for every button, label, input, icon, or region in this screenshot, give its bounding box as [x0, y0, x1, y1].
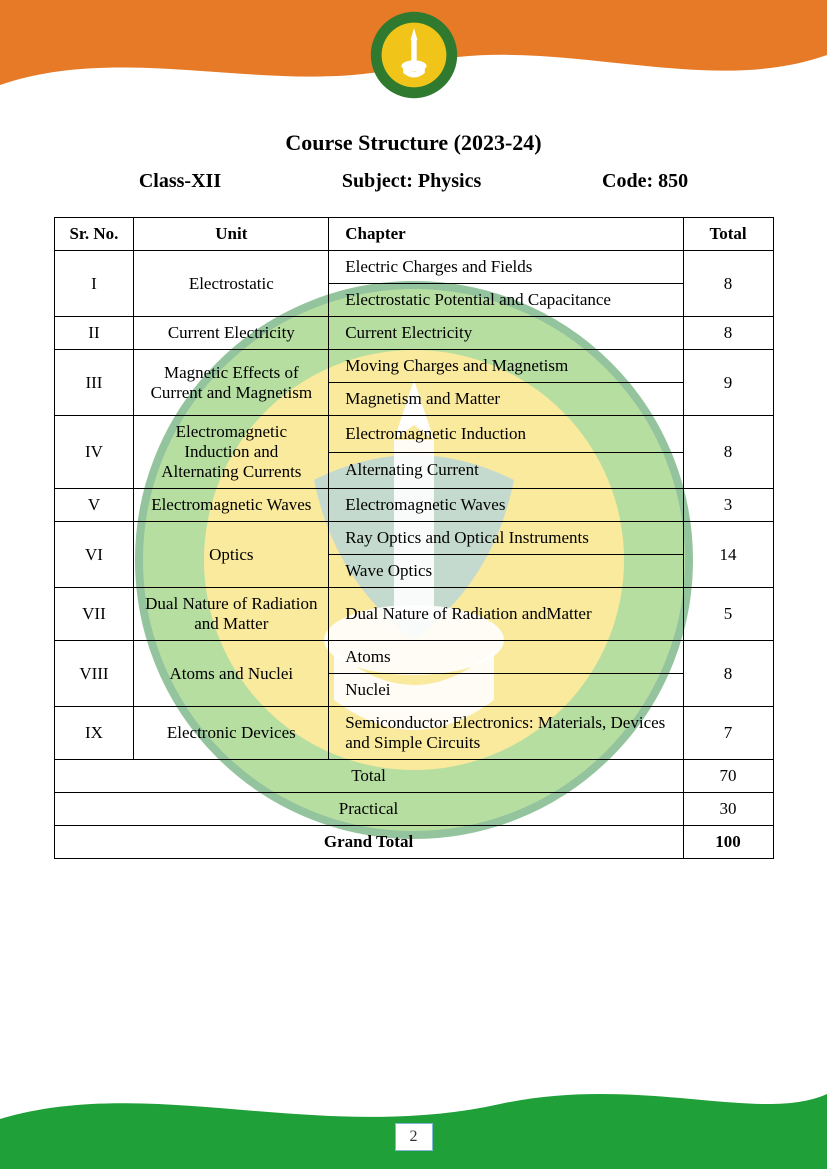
cell-unit: Current Electricity	[134, 317, 329, 350]
cell-chapter: Semiconductor Electronics: Materials, De…	[329, 707, 683, 760]
table-header-row: Sr. No. Unit Chapter Total	[54, 218, 773, 251]
cell-chapter: Electromagnetic Waves	[329, 489, 683, 522]
summary-label: Grand Total	[54, 826, 683, 859]
cell-total: 9	[683, 350, 773, 416]
summary-row: Grand Total100	[54, 826, 773, 859]
cell-sr: I	[54, 251, 134, 317]
table-row: IICurrent ElectricityCurrent Electricity…	[54, 317, 773, 350]
cell-chapter: Nuclei	[329, 674, 683, 707]
cell-chapter: Moving Charges and Magnetism	[329, 350, 683, 383]
table-row: VIIDual Nature of Radiation and MatterDu…	[54, 588, 773, 641]
cell-sr: III	[54, 350, 134, 416]
cell-total: 8	[683, 251, 773, 317]
cell-unit: Optics	[134, 522, 329, 588]
cell-sr: IX	[54, 707, 134, 760]
cell-total: 8	[683, 416, 773, 489]
page-number: 2	[395, 1123, 433, 1151]
summary-value: 100	[683, 826, 773, 859]
course-structure-table: Sr. No. Unit Chapter Total IElectrostati…	[54, 217, 774, 859]
summary-value: 70	[683, 760, 773, 793]
course-subheader: Class-XII Subject: Physics Code: 850	[79, 170, 749, 193]
col-unit: Unit	[134, 218, 329, 251]
cell-total: 7	[683, 707, 773, 760]
table-row: VIOpticsRay Optics and Optical Instrumen…	[54, 522, 773, 555]
summary-row: Total70	[54, 760, 773, 793]
summary-label: Practical	[54, 793, 683, 826]
table-row: IIIMagnetic Effects of Current and Magne…	[54, 350, 773, 383]
table-row: VIIIAtoms and NucleiAtoms8	[54, 641, 773, 674]
col-sr: Sr. No.	[54, 218, 134, 251]
cell-chapter: Atoms	[329, 641, 683, 674]
cell-sr: V	[54, 489, 134, 522]
subject-label: Subject: Physics	[342, 170, 481, 193]
table-row: IXElectronic DevicesSemiconductor Electr…	[54, 707, 773, 760]
course-title: Course Structure (2023-24)	[0, 130, 827, 156]
cell-sr: II	[54, 317, 134, 350]
summary-value: 30	[683, 793, 773, 826]
cell-unit: Electronic Devices	[134, 707, 329, 760]
cell-sr: VI	[54, 522, 134, 588]
cell-sr: VIII	[54, 641, 134, 707]
col-chapter: Chapter	[329, 218, 683, 251]
page-content: Course Structure (2023-24) Class-XII Sub…	[0, 0, 827, 859]
cell-unit: Dual Nature of Radiation and Matter	[134, 588, 329, 641]
cell-chapter: Ray Optics and Optical Instruments	[329, 522, 683, 555]
cell-chapter: Electrostatic Potential and Capacitance	[329, 284, 683, 317]
cell-total: 8	[683, 317, 773, 350]
col-total: Total	[683, 218, 773, 251]
summary-row: Practical30	[54, 793, 773, 826]
cell-sr: VII	[54, 588, 134, 641]
cell-chapter: Magnetism and Matter	[329, 383, 683, 416]
code-label: Code: 850	[602, 170, 688, 193]
table-row: VElectromagnetic WavesElectromagnetic Wa…	[54, 489, 773, 522]
cell-unit: Electromagnetic Waves	[134, 489, 329, 522]
cell-unit: Electromagnetic Induction and Alternatin…	[134, 416, 329, 489]
cell-total: 8	[683, 641, 773, 707]
bottom-wave-banner	[0, 1074, 827, 1169]
cell-unit: Magnetic Effects of Current and Magnetis…	[134, 350, 329, 416]
class-label: Class-XII	[139, 170, 221, 193]
cell-unit: Atoms and Nuclei	[134, 641, 329, 707]
table-row: IVElectromagnetic Induction and Alternat…	[54, 416, 773, 453]
cell-unit: Electrostatic	[134, 251, 329, 317]
cell-chapter: Wave Optics	[329, 555, 683, 588]
cell-chapter: Current Electricity	[329, 317, 683, 350]
summary-label: Total	[54, 760, 683, 793]
cell-chapter: Alternating Current	[329, 452, 683, 489]
cell-chapter: Dual Nature of Radiation andMatter	[329, 588, 683, 641]
cell-total: 5	[683, 588, 773, 641]
cell-total: 14	[683, 522, 773, 588]
cell-chapter: Electromagnetic Induction	[329, 416, 683, 453]
cell-chapter: Electric Charges and Fields	[329, 251, 683, 284]
table-row: IElectrostaticElectric Charges and Field…	[54, 251, 773, 284]
cell-total: 3	[683, 489, 773, 522]
cell-sr: IV	[54, 416, 134, 489]
